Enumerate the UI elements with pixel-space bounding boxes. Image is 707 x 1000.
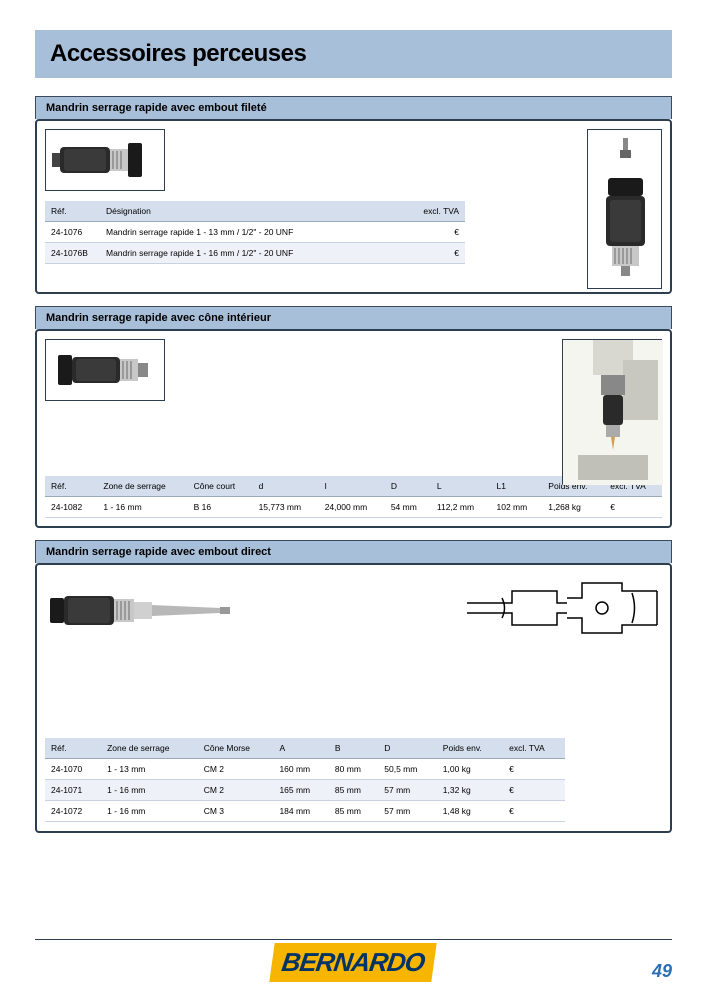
table-row: 24-1071 1 - 16 mm CM 2 165 mm 85 mm 57 m… (45, 780, 565, 801)
table-row: 24-1076B Mandrin serrage rapide 1 - 16 m… (45, 243, 465, 264)
table-1: Réf. Désignation excl. TVA 24-1076 Mandr… (45, 201, 465, 264)
product-image-2 (45, 339, 165, 401)
th: excl. TVA (405, 201, 465, 222)
section-box-3: Réf. Zone de serrage Cône Morse A B D Po… (35, 563, 672, 833)
th: L1 (491, 476, 543, 497)
table-row: 24-1070 1 - 13 mm CM 2 160 mm 80 mm 50,5… (45, 759, 565, 780)
chuck-icon (50, 135, 160, 185)
section-header-1: Mandrin serrage rapide avec embout filet… (35, 96, 672, 119)
th: D (385, 476, 431, 497)
chuck-icon (50, 345, 160, 395)
page-number: 49 (652, 961, 672, 982)
product-image-1 (45, 129, 165, 191)
table-row: 24-1076 Mandrin serrage rapide 1 - 13 mm… (45, 222, 465, 243)
th: Poids env. (437, 738, 503, 759)
th: Réf. (45, 738, 101, 759)
th: Désignation (100, 201, 405, 222)
technical-diagram-icon (462, 573, 662, 643)
chuck-morse-icon (45, 583, 235, 638)
th: B (329, 738, 378, 759)
section-header-2: Mandrin serrage rapide avec cône intérie… (35, 306, 672, 329)
th: Zone de serrage (101, 738, 198, 759)
th: excl. TVA (503, 738, 565, 759)
page-title-bar: Accessoires perceuses (35, 30, 672, 78)
th: A (273, 738, 328, 759)
th: L (431, 476, 491, 497)
footer: BERNARDO (0, 943, 707, 982)
chuck-vertical-icon (588, 130, 663, 290)
drill-press-icon (563, 340, 663, 485)
th: Cône Morse (198, 738, 274, 759)
side-image-2 (562, 339, 662, 484)
footer-rule (35, 939, 672, 940)
th: d (253, 476, 319, 497)
th: Cône court (188, 476, 253, 497)
diagram-image (462, 573, 662, 648)
table-row: 24-1072 1 - 16 mm CM 3 184 mm 85 mm 57 m… (45, 801, 565, 822)
brand-logo: BERNARDO (270, 943, 438, 982)
th: l (319, 476, 385, 497)
th: Zone de serrage (97, 476, 187, 497)
table-3: Réf. Zone de serrage Cône Morse A B D Po… (45, 738, 565, 822)
product-image-3 (45, 580, 235, 642)
table-row: 24-1082 1 - 16 mm B 16 15,773 mm 24,000 … (45, 497, 662, 518)
th: Réf. (45, 201, 100, 222)
side-image-1 (587, 129, 662, 289)
section-box-1: Réf. Désignation excl. TVA 24-1076 Mandr… (35, 119, 672, 294)
th: Réf. (45, 476, 97, 497)
page-title: Accessoires perceuses (50, 40, 657, 68)
section-header-3: Mandrin serrage rapide avec embout direc… (35, 540, 672, 563)
th: D (378, 738, 437, 759)
section-box-2: Réf. Zone de serrage Cône court d l D L … (35, 329, 672, 528)
